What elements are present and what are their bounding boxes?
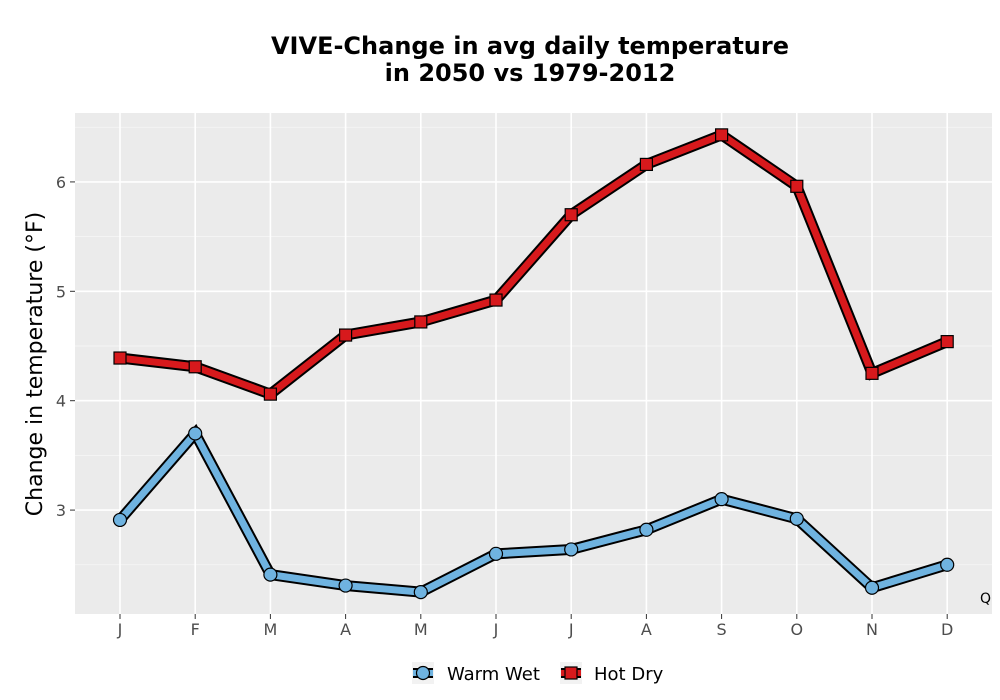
hot-dry-point <box>188 360 202 374</box>
hot-dry-point <box>414 315 428 329</box>
x-tick-label: F <box>191 620 200 639</box>
hot-dry-point <box>790 179 804 193</box>
y-tick-label: 3 <box>56 501 66 520</box>
warm-wet-point <box>864 580 880 595</box>
legend-label-hot-dry: Hot Dry <box>594 664 664 685</box>
hot-dry-point <box>564 208 578 222</box>
legend: Warm Wet Hot Dry <box>412 662 664 685</box>
x-tick-label: J <box>117 620 123 639</box>
x-tick-label: O <box>791 620 804 639</box>
chart-title-line-1: VIVE-Change in avg daily temperature <box>271 32 789 60</box>
grid-major <box>75 113 992 614</box>
y-tick-label: 4 <box>56 392 66 411</box>
x-tick-label: S <box>717 620 727 639</box>
warm-wet-point <box>263 567 278 582</box>
warm-wet-point <box>714 492 729 507</box>
warm-wet-point <box>940 557 955 572</box>
x-tick-label: J <box>568 620 574 639</box>
chart-title-line-2: in 2050 vs 1979-2012 <box>385 59 676 87</box>
warm-wet-point <box>413 585 428 600</box>
legend-key-marker <box>564 666 578 680</box>
hot-dry-point <box>113 351 127 365</box>
x-tick-label: M <box>263 620 277 639</box>
series-layer <box>112 128 955 600</box>
warm-wet-point <box>564 542 579 557</box>
x-tick-label: D <box>941 620 953 639</box>
hot-dry-point <box>865 366 879 380</box>
x-tick-label: M <box>414 620 428 639</box>
x-tick-label: N <box>866 620 878 639</box>
warm-wet-point <box>639 522 654 537</box>
warm-wet-point <box>488 546 504 561</box>
x-tick-label: J <box>493 620 499 639</box>
warm-wet-point <box>338 578 353 593</box>
hot-dry-point <box>940 335 954 349</box>
plot-panel <box>75 113 992 614</box>
hot-dry-point <box>714 128 729 142</box>
y-axis-ticks: 3 4 5 6 <box>56 173 75 520</box>
warm-wet-line <box>117 427 949 596</box>
warm-wet-point <box>112 512 128 528</box>
hot-dry-point <box>263 387 277 401</box>
hot-dry-point <box>339 328 353 342</box>
hot-dry-point <box>489 293 503 307</box>
x-tick-label: A <box>340 620 351 639</box>
hot-dry-line <box>119 130 949 399</box>
legend-key-marker <box>415 665 431 681</box>
y-tick-label: 6 <box>56 173 66 192</box>
warm-wet-point <box>789 511 804 526</box>
y-tick-label: 5 <box>56 282 66 301</box>
x-tick-label: A <box>641 620 652 639</box>
corner-label: Q <box>980 591 991 607</box>
warm-wet-point <box>188 426 203 441</box>
hot-dry-point <box>639 157 654 172</box>
legend-label-warm-wet: Warm Wet <box>447 664 540 685</box>
y-axis-label: Change in temperature (°F) <box>23 212 48 516</box>
